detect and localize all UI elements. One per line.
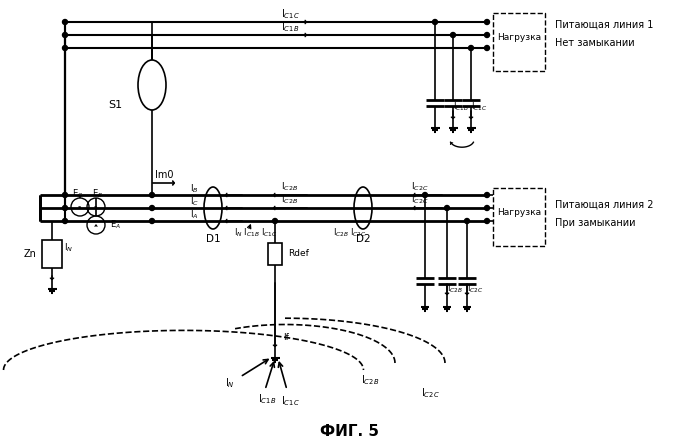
Text: If: If [283, 333, 289, 342]
Circle shape [150, 206, 155, 210]
Text: I$_N$ I$_{C1B}$ I$_{C1C}$: I$_N$ I$_{C1B}$ I$_{C1C}$ [234, 227, 278, 239]
Text: I$_{C2C}$: I$_{C2C}$ [411, 194, 429, 206]
Text: I$_C$: I$_C$ [190, 196, 200, 208]
Circle shape [484, 206, 489, 210]
Text: I$_N$: I$_N$ [225, 376, 235, 390]
Circle shape [62, 46, 67, 51]
Text: I$_{C1C}$: I$_{C1C}$ [281, 7, 300, 21]
Text: Im0: Im0 [155, 170, 174, 180]
Text: Нет замыкании: Нет замыкании [555, 38, 635, 48]
Text: S1: S1 [108, 100, 122, 110]
Circle shape [465, 218, 470, 224]
Circle shape [484, 46, 489, 51]
Text: I$_{C2B}$ I$_{C2C}$: I$_{C2B}$ I$_{C2C}$ [333, 227, 367, 239]
Circle shape [62, 32, 67, 38]
Bar [42, 240, 62, 268]
Text: I$_{C2C}$: I$_{C2C}$ [411, 181, 429, 193]
Text: При замыкании: При замыкании [555, 218, 636, 228]
Circle shape [62, 218, 67, 224]
Circle shape [468, 46, 473, 51]
Circle shape [484, 193, 489, 198]
Text: I$_{C1C}$: I$_{C1C}$ [281, 394, 300, 408]
Text: I$_N$: I$_N$ [64, 242, 74, 254]
Text: D1: D1 [206, 234, 220, 244]
Text: I$_{C1B}$: I$_{C1B}$ [453, 101, 469, 113]
Text: E$_C$: E$_C$ [72, 188, 84, 200]
Bar [493, 13, 545, 71]
Circle shape [62, 206, 67, 210]
Text: E$_A$: E$_A$ [110, 219, 121, 231]
Circle shape [451, 32, 456, 38]
Text: ФИГ. 5: ФИГ. 5 [321, 424, 379, 439]
Circle shape [484, 218, 489, 224]
Text: I$_{C1C}$: I$_{C1C}$ [471, 101, 487, 113]
Circle shape [150, 218, 155, 224]
Text: I$_{C2B}$: I$_{C2B}$ [281, 194, 299, 206]
Text: I$_{C1B}$: I$_{C1B}$ [281, 20, 299, 34]
Text: Питающая линия 1: Питающая линия 1 [555, 20, 653, 30]
Circle shape [444, 206, 449, 210]
Text: E$_B$: E$_B$ [92, 188, 104, 200]
Circle shape [423, 193, 428, 198]
Text: I$_{C2B}$: I$_{C2B}$ [281, 181, 299, 193]
Text: Rdef: Rdef [288, 249, 309, 259]
Text: I$_{C1B}$: I$_{C1B}$ [258, 392, 277, 406]
Circle shape [484, 32, 489, 38]
Bar [493, 188, 545, 246]
Text: Нагрузка: Нагрузка [497, 32, 541, 42]
Circle shape [150, 193, 155, 198]
Circle shape [484, 19, 489, 24]
Circle shape [62, 193, 67, 198]
Text: I$_{C2C}$: I$_{C2C}$ [421, 386, 440, 400]
Text: D2: D2 [356, 234, 370, 244]
Circle shape [62, 19, 67, 24]
Text: Нагрузка: Нагрузка [497, 207, 541, 217]
Bar [268, 243, 282, 265]
Text: I$_B$: I$_B$ [190, 183, 199, 195]
Text: I$_A$: I$_A$ [190, 209, 199, 221]
Text: I$_{C2C}$: I$_{C2C}$ [467, 283, 484, 295]
Text: Питающая линия 2: Питающая линия 2 [555, 200, 654, 210]
Circle shape [433, 19, 438, 24]
Text: I$_{C2B}$: I$_{C2B}$ [447, 283, 463, 295]
Circle shape [272, 218, 277, 224]
Text: I$_{C2B}$: I$_{C2B}$ [360, 373, 379, 387]
Text: Zn: Zn [24, 249, 37, 259]
